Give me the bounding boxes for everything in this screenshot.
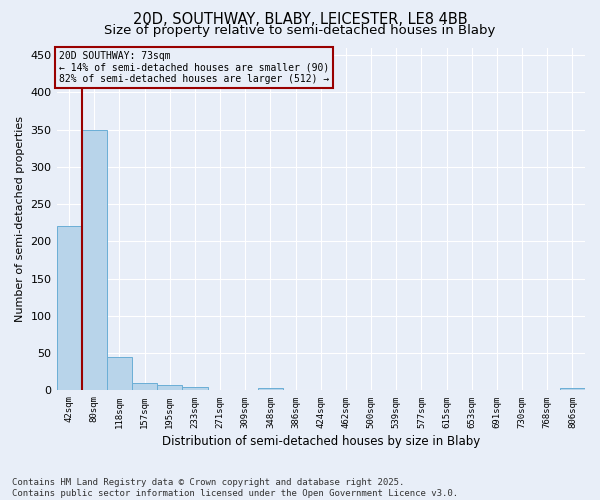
Bar [132, 383, 157, 390]
Text: 20D, SOUTHWAY, BLABY, LEICESTER, LE8 4BB: 20D, SOUTHWAY, BLABY, LEICESTER, LE8 4BB [133, 12, 467, 28]
Y-axis label: Number of semi-detached properties: Number of semi-detached properties [15, 116, 25, 322]
Bar [157, 385, 182, 390]
Text: Size of property relative to semi-detached houses in Blaby: Size of property relative to semi-detach… [104, 24, 496, 37]
Bar [560, 388, 585, 390]
X-axis label: Distribution of semi-detached houses by size in Blaby: Distribution of semi-detached houses by … [161, 434, 480, 448]
Bar [258, 388, 283, 390]
Bar [82, 130, 107, 390]
Bar [182, 386, 208, 390]
Text: Contains HM Land Registry data © Crown copyright and database right 2025.
Contai: Contains HM Land Registry data © Crown c… [12, 478, 458, 498]
Text: 20D SOUTHWAY: 73sqm
← 14% of semi-detached houses are smaller (90)
82% of semi-d: 20D SOUTHWAY: 73sqm ← 14% of semi-detach… [59, 51, 329, 84]
Bar [107, 357, 132, 390]
Bar [56, 226, 82, 390]
